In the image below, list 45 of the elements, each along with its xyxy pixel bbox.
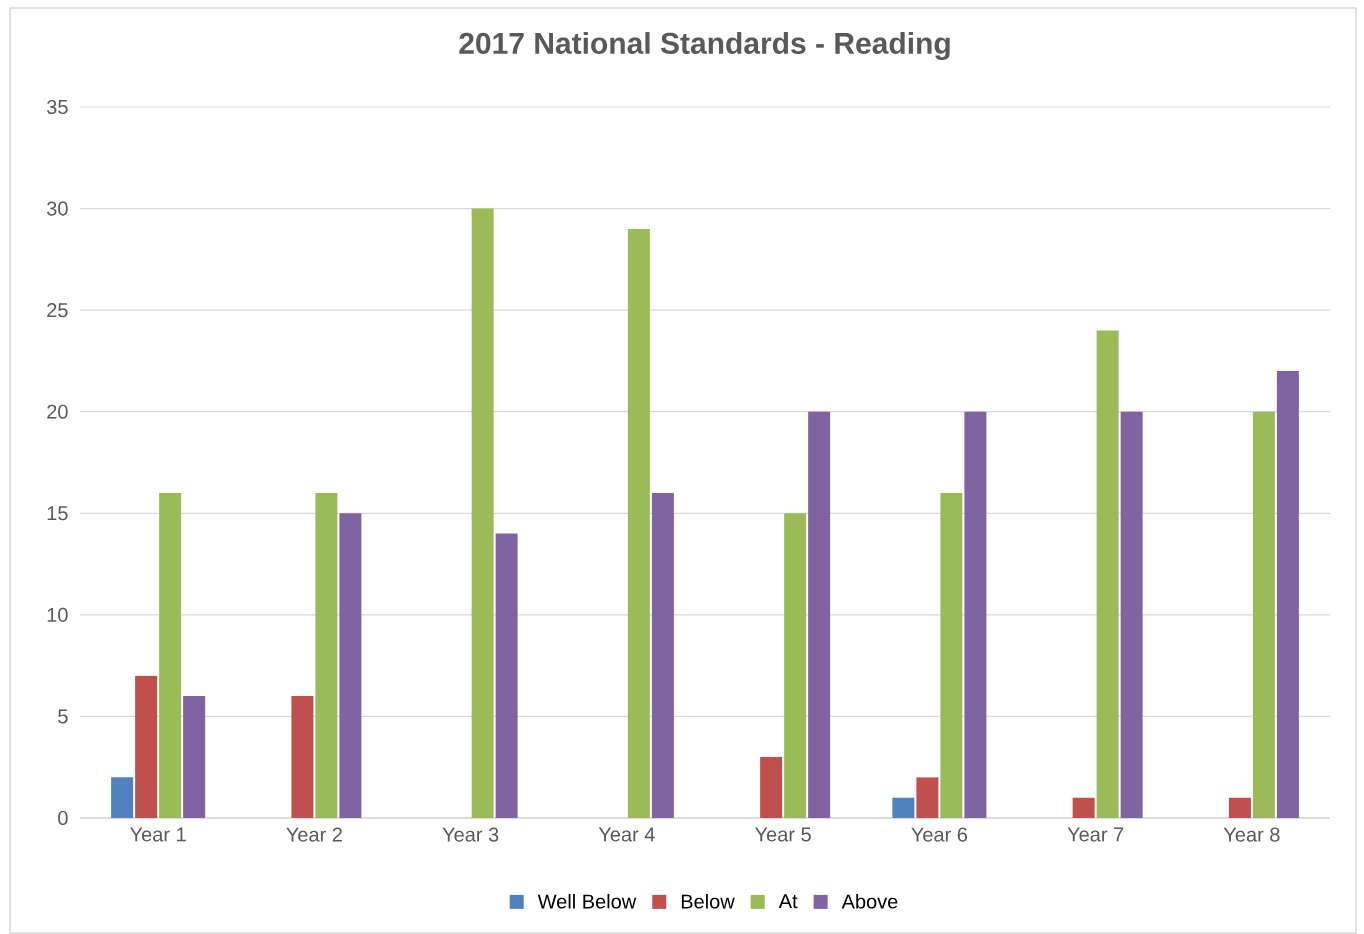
x-tick-label: Year 4 [598,827,655,842]
bar [1276,371,1299,818]
bar [471,208,494,818]
bar [627,228,650,818]
x-tick-label: Year 3 [442,827,499,842]
y-tick-label: 15 [47,506,68,521]
bar [964,411,987,818]
bar [760,757,783,818]
y-tick-label: 0 [58,810,68,826]
y-tick-label: 5 [58,709,68,724]
legend-label: Well Below [537,893,637,909]
bar [1072,797,1095,818]
legend-label: At [778,894,798,909]
legend-label: Below [681,893,735,909]
bar [892,797,915,818]
bar [315,492,338,818]
y-tick-label: 30 [46,201,68,216]
x-tick-label: Year 1 [130,827,186,842]
bar [339,513,362,818]
x-tick-label: Year 5 [755,827,811,842]
bar [1096,330,1119,818]
bar [940,492,963,818]
bar [808,411,831,818]
y-tick-label: 10 [47,607,68,622]
chart-title: 2017 National Standards - Reading [459,31,950,61]
bar [135,675,158,818]
bar [784,513,807,818]
y-tick-label: 20 [47,404,68,419]
bar [1120,411,1143,818]
x-tick-label: Year 2 [286,827,342,842]
bar [916,777,939,818]
y-tick-label: 35 [46,99,68,115]
bar [111,777,134,818]
legend-label: Above [841,893,898,909]
bar [1252,411,1275,818]
x-tick-label: Year 7 [1067,827,1124,842]
bar [495,533,518,818]
x-tick-label: Year 8 [1223,827,1280,842]
x-tick-label: Year 6 [911,827,968,842]
bar [291,696,314,818]
bar [1228,797,1251,818]
bar [159,492,182,818]
bar [651,492,674,818]
y-tick-label: 25 [47,303,68,318]
bar [183,696,206,818]
